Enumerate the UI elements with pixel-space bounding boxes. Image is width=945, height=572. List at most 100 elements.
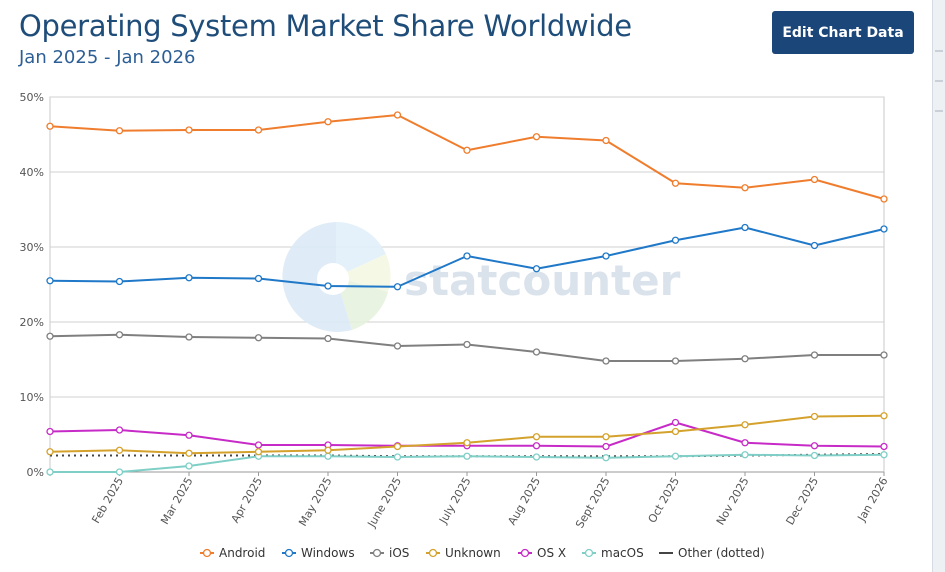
data-point[interactable] — [463, 439, 471, 447]
legend-item-windows[interactable]: Windows — [282, 546, 355, 560]
data-point[interactable] — [393, 453, 402, 461]
data-point[interactable] — [185, 126, 193, 134]
data-point[interactable] — [393, 442, 402, 451]
data-point[interactable] — [602, 442, 610, 451]
data-point[interactable] — [115, 426, 124, 434]
data-point[interactable] — [532, 442, 541, 450]
data-point[interactable] — [115, 468, 124, 476]
data-point[interactable] — [880, 442, 888, 451]
legend-item-macos[interactable]: macOS — [582, 546, 644, 560]
data-point[interactable] — [46, 122, 54, 130]
data-point[interactable] — [46, 332, 54, 340]
data-point[interactable] — [671, 427, 680, 436]
series-ios[interactable] — [46, 331, 888, 365]
data-point[interactable] — [254, 448, 263, 456]
data-point[interactable] — [532, 453, 541, 461]
data-point[interactable] — [741, 451, 749, 459]
legend-item-unknown[interactable]: Unknown — [426, 546, 501, 560]
data-point[interactable] — [671, 179, 680, 187]
data-point[interactable] — [532, 133, 541, 141]
x-tick-label: Jan 2026 — [855, 475, 891, 524]
data-point[interactable] — [810, 451, 819, 460]
data-point[interactable] — [810, 241, 819, 250]
legend-label: macOS — [601, 546, 644, 560]
data-point[interactable] — [810, 412, 819, 421]
series-windows[interactable] — [46, 223, 888, 291]
legend-item-android[interactable]: Android — [200, 546, 265, 560]
series-line — [49, 114, 885, 200]
data-point[interactable] — [324, 446, 332, 454]
data-point[interactable] — [602, 433, 610, 441]
data-point[interactable] — [185, 449, 193, 457]
y-tick-label: 50% — [20, 91, 44, 104]
series-lines — [46, 111, 888, 476]
legend-swatch-marker — [520, 548, 530, 558]
data-point[interactable] — [741, 184, 749, 192]
data-point[interactable] — [254, 126, 263, 134]
data-point[interactable] — [602, 252, 610, 260]
data-point[interactable] — [810, 351, 819, 359]
legend-label: Android — [219, 546, 265, 560]
data-point[interactable] — [741, 439, 749, 447]
data-point[interactable] — [115, 277, 124, 286]
data-point[interactable] — [463, 452, 471, 460]
data-point[interactable] — [810, 442, 819, 450]
data-point[interactable] — [393, 283, 402, 291]
legend-label: iOS — [389, 546, 409, 560]
data-point[interactable] — [115, 331, 124, 339]
data-point[interactable] — [671, 357, 680, 365]
y-tick-label: 30% — [20, 241, 44, 254]
data-point[interactable] — [463, 340, 471, 349]
data-point[interactable] — [463, 146, 471, 154]
data-point[interactable] — [324, 282, 332, 290]
data-point[interactable] — [463, 252, 471, 260]
data-point[interactable] — [741, 355, 749, 363]
data-point[interactable] — [671, 452, 680, 460]
legend-item-other-dotted[interactable]: Other (dotted) — [659, 546, 765, 560]
edit-chart-data-button[interactable]: Edit Chart Data — [772, 11, 914, 54]
data-point[interactable] — [532, 265, 541, 273]
data-point[interactable] — [46, 468, 54, 476]
data-point[interactable] — [532, 348, 541, 356]
data-point[interactable] — [115, 446, 124, 454]
data-point[interactable] — [810, 175, 819, 184]
data-point[interactable] — [602, 454, 610, 462]
data-point[interactable] — [185, 462, 193, 470]
data-point[interactable] — [532, 433, 541, 441]
data-point[interactable] — [254, 274, 263, 283]
data-point[interactable] — [393, 342, 402, 350]
data-point[interactable] — [880, 195, 888, 203]
data-point[interactable] — [602, 136, 610, 145]
data-point[interactable] — [185, 333, 193, 341]
legend-item-os-x[interactable]: OS X — [518, 546, 566, 560]
scrollbar[interactable] — [932, 0, 945, 572]
data-point[interactable] — [741, 421, 749, 429]
data-point[interactable] — [393, 111, 402, 119]
data-point[interactable] — [602, 357, 610, 365]
legend-item-ios[interactable]: iOS — [370, 546, 409, 560]
series-unknown[interactable] — [46, 412, 888, 457]
x-tick-label: Apr 2025 — [229, 475, 266, 525]
x-tick-label: Mar 2025 — [158, 475, 195, 527]
data-point[interactable] — [46, 427, 54, 436]
data-point[interactable] — [185, 431, 193, 439]
x-tick-label: Nov 2025 — [714, 475, 752, 527]
data-point[interactable] — [46, 277, 54, 285]
data-point[interactable] — [880, 225, 888, 233]
data-point[interactable] — [115, 127, 124, 135]
data-point[interactable] — [671, 418, 680, 427]
data-point[interactable] — [185, 274, 193, 282]
data-point[interactable] — [254, 441, 263, 449]
series-android[interactable] — [46, 111, 888, 203]
data-point[interactable] — [880, 412, 888, 420]
x-tick-label: Dec 2025 — [783, 475, 821, 527]
data-point[interactable] — [254, 334, 263, 342]
data-point[interactable] — [324, 118, 332, 126]
data-point[interactable] — [324, 452, 332, 460]
data-point[interactable] — [324, 334, 332, 343]
data-point[interactable] — [46, 448, 54, 456]
data-point[interactable] — [741, 223, 749, 232]
data-point[interactable] — [880, 351, 888, 359]
data-point[interactable] — [671, 236, 680, 244]
data-point[interactable] — [880, 451, 888, 459]
